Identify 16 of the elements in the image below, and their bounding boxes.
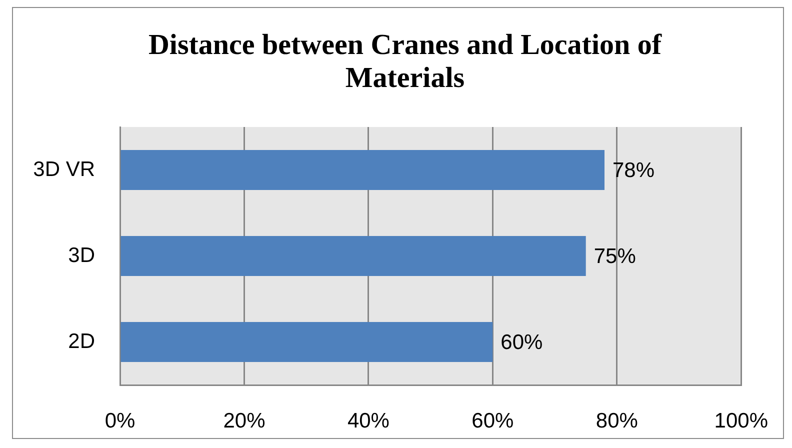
- data-label: 78%: [612, 158, 655, 182]
- data-label: 75%: [594, 244, 636, 268]
- x-tick-label: 80%: [596, 409, 638, 432]
- y-tick-label: 2D: [68, 330, 95, 353]
- y-tick-label: 3D VR: [33, 158, 95, 181]
- bar: [120, 150, 604, 190]
- data-label: 60%: [500, 330, 543, 354]
- x-tick-label: 20%: [223, 409, 266, 432]
- bar: [120, 236, 586, 276]
- chart-title: Distance between Cranes and Location of Materials: [147, 29, 663, 95]
- y-tick-label: 3D: [68, 244, 95, 267]
- x-tick-label: 0%: [104, 409, 136, 432]
- x-tick-label: 60%: [472, 409, 514, 432]
- x-tick-label: 40%: [347, 409, 390, 432]
- x-tick-label: 100%: [714, 409, 768, 432]
- bar: [120, 322, 493, 362]
